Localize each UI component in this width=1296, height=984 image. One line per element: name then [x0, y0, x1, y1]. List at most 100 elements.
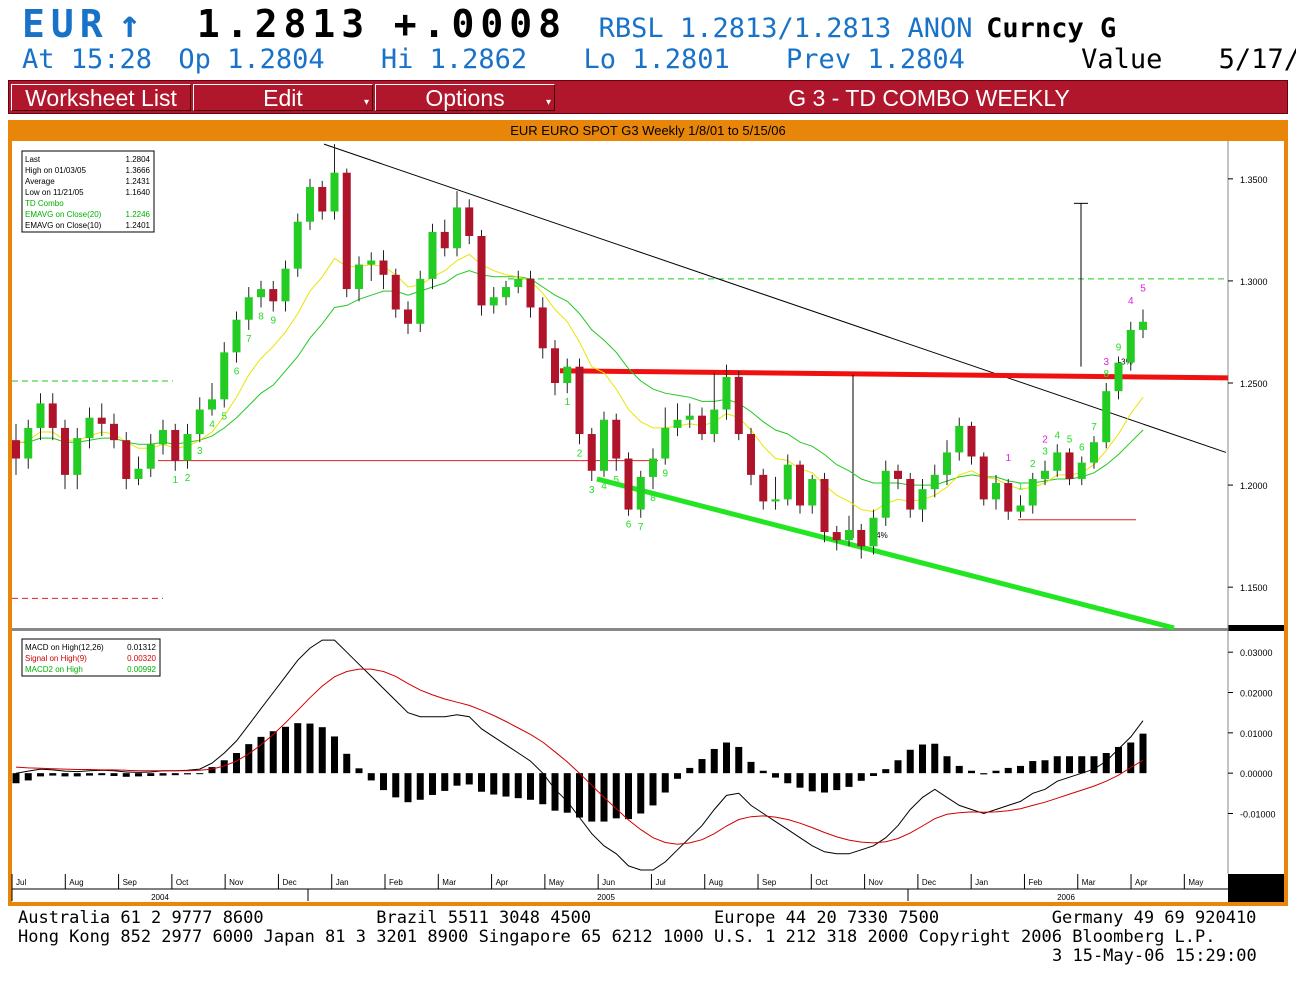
- candle-up: [134, 468, 143, 479]
- candle-up: [710, 409, 719, 435]
- candle-down: [587, 434, 596, 471]
- macd-histogram-bar: [772, 773, 779, 778]
- time-axis-panel: [12, 874, 1228, 902]
- td-count-label: 5: [221, 412, 227, 423]
- macd-histogram-bar: [723, 742, 730, 774]
- macd-histogram-bar: [12, 773, 20, 784]
- edit-menu-label: Edit: [263, 85, 303, 111]
- macd-histogram-bar: [147, 773, 155, 776]
- td-count-label: 4: [1128, 296, 1134, 307]
- candle-up: [1041, 470, 1049, 479]
- high-price: Hi 1.2862: [380, 44, 528, 75]
- candle-up: [1053, 452, 1062, 471]
- candle-down: [894, 470, 902, 479]
- legend-value: 1.1640: [126, 188, 151, 197]
- month-label: Feb: [1028, 878, 1042, 887]
- macd-histogram-bar: [331, 736, 338, 774]
- menu-bar: Worksheet List Edit ▾ Options ▾ G 3 - TD C…: [8, 80, 1288, 114]
- dropdown-arrow-icon: ▾: [363, 97, 369, 108]
- candle-down: [342, 172, 351, 290]
- candle-up: [1077, 462, 1086, 479]
- quote-source: RBSL 1.2813/1.2813 ANON: [598, 13, 973, 44]
- month-label: Dec: [922, 878, 936, 887]
- macd-histogram-bar: [784, 773, 792, 784]
- year-label: 2006: [1057, 893, 1075, 902]
- macd-histogram-bar: [1029, 761, 1037, 774]
- candle-up: [489, 297, 498, 306]
- candle-down: [820, 478, 829, 533]
- candle-down: [12, 440, 20, 459]
- candle-up: [685, 415, 694, 420]
- candle-up: [306, 187, 314, 222]
- macd-histogram-bar: [478, 773, 485, 792]
- td-count-label: 5: [1140, 284, 1146, 295]
- edit-menu-button[interactable]: Edit ▾: [193, 84, 373, 111]
- candle-up: [661, 427, 670, 459]
- candle-down: [698, 415, 706, 435]
- legend-value: 0.00992: [127, 665, 156, 674]
- chart-svg[interactable]: 1.3500 1.3000 1.2500 1.2000 1.1500 0.03000 0.0…: [8, 120, 1288, 906]
- signal-line: [15, 668, 1144, 845]
- macd-histogram-bar: [1102, 753, 1110, 774]
- worksheet-list-button[interactable]: Worksheet List: [11, 84, 191, 111]
- candle-down: [110, 423, 118, 441]
- candle-down: [477, 236, 486, 306]
- macd-histogram-bar: [576, 773, 583, 818]
- td-count-label: 9: [662, 469, 668, 480]
- td-count-label: 2: [577, 448, 583, 459]
- candle-up: [869, 517, 878, 547]
- candle-down: [1065, 452, 1074, 479]
- price-legend: Last 1.2804 High on 01/03/05 1.3666 Average 1…: [21, 150, 155, 233]
- td-count-label: 5: [1067, 434, 1073, 445]
- td-count-label: 9: [270, 316, 276, 327]
- candle-down: [97, 417, 106, 424]
- macd-tick-label: 0.02000: [1240, 689, 1273, 699]
- options-menu-button[interactable]: Options ▾: [375, 84, 555, 111]
- candle-up: [771, 499, 780, 502]
- month-label: Dec: [282, 878, 296, 887]
- macd-histogram-bar: [171, 773, 179, 776]
- candle-up: [636, 476, 645, 510]
- month-label: Apr: [496, 878, 509, 887]
- macd-legend: MACD on High(12,26) 0.01312 Signal on High…: [21, 638, 161, 677]
- macd-histogram-bar: [184, 773, 191, 775]
- macd-histogram-bar: [821, 773, 828, 793]
- td-count-label: 7: [246, 334, 252, 345]
- macd-histogram-bar: [380, 773, 387, 791]
- candle-up: [845, 530, 853, 541]
- td-count-label: 6: [1079, 443, 1085, 454]
- month-label: Apr: [1135, 878, 1148, 887]
- candle-up: [183, 434, 192, 461]
- candle-up: [722, 376, 731, 410]
- macd-histogram-bar: [796, 773, 804, 788]
- macd-histogram-bar: [747, 761, 755, 774]
- candle-up: [24, 427, 33, 459]
- macd-histogram-bar: [208, 767, 216, 774]
- candle-up: [367, 260, 376, 265]
- macd-histogram-bar: [992, 770, 1000, 774]
- macd-histogram-bar: [980, 773, 988, 775]
- candle-down: [379, 260, 388, 275]
- macd-histogram-bar: [159, 773, 167, 776]
- year-label: 2005: [597, 893, 615, 902]
- td-count-label: 7: [638, 522, 644, 533]
- macd-histogram-bar: [233, 753, 240, 774]
- macd-histogram-bar: [1127, 742, 1135, 774]
- legend-value: 1.2431: [126, 177, 151, 186]
- month-label: Nov: [229, 878, 243, 887]
- macd-histogram-bar: [441, 773, 449, 791]
- price-tick-label: 1.2500: [1240, 379, 1268, 389]
- macd-histogram-bar: [61, 773, 69, 777]
- macd-histogram-bar: [894, 760, 902, 774]
- month-label: Nov: [869, 878, 883, 887]
- candle-down: [624, 458, 633, 510]
- macd-histogram-bar: [294, 723, 302, 774]
- candle-up: [1028, 478, 1037, 506]
- macd-histogram-bar: [1115, 746, 1122, 774]
- candle-up: [453, 207, 461, 249]
- candle-up: [1139, 321, 1147, 330]
- candle-down: [734, 376, 743, 435]
- candle-up: [220, 352, 229, 400]
- candle-up: [257, 289, 265, 298]
- legend-value: 0.00320: [127, 654, 156, 663]
